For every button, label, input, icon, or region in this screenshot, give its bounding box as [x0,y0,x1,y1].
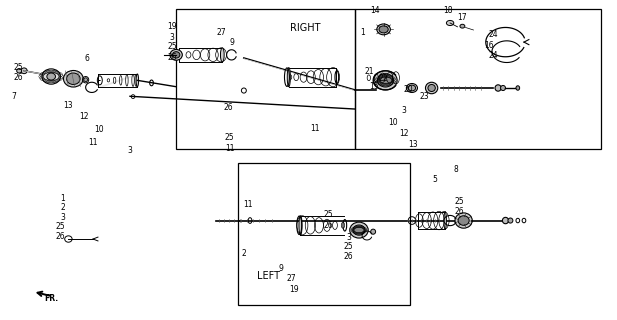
Text: 17: 17 [458,13,467,22]
Text: 9: 9 [278,264,283,274]
Text: 25: 25 [225,133,234,142]
Text: 26: 26 [455,207,464,216]
Text: 11: 11 [88,138,97,147]
Ellipse shape [64,70,83,87]
Text: FR.: FR. [44,294,58,303]
Text: 26: 26 [223,103,233,112]
Text: 15: 15 [370,82,379,91]
Ellipse shape [408,85,416,91]
Text: 26: 26 [56,232,65,241]
Ellipse shape [379,26,388,33]
Text: 19: 19 [167,22,176,31]
Text: RIGHT: RIGHT [290,23,321,33]
Text: 23: 23 [420,92,429,101]
Ellipse shape [377,24,391,35]
Bar [238,163,410,305]
Text: 13: 13 [408,140,418,148]
Text: 10: 10 [94,125,104,134]
Text: 26: 26 [13,73,23,82]
Text: 3: 3 [128,146,133,155]
Text: 9: 9 [229,38,234,47]
Text: 20: 20 [404,85,413,94]
Text: 26: 26 [167,53,176,62]
Text: 24: 24 [489,30,498,39]
Ellipse shape [458,216,469,225]
Text: 10: 10 [389,118,398,127]
Ellipse shape [508,218,513,223]
Text: 1: 1 [60,194,65,203]
Ellipse shape [371,229,376,234]
Ellipse shape [220,48,224,62]
Ellipse shape [84,78,88,82]
Text: 3: 3 [170,33,174,42]
Ellipse shape [172,52,180,58]
Text: 26: 26 [323,221,333,230]
Text: 7: 7 [12,92,17,101]
Text: 13: 13 [64,101,73,110]
Bar [176,9,355,149]
Ellipse shape [502,217,508,224]
Ellipse shape [17,68,22,73]
Ellipse shape [407,84,418,92]
Text: 2: 2 [241,250,246,259]
Text: 14: 14 [370,6,380,15]
Ellipse shape [47,73,56,80]
Text: 21: 21 [364,67,373,76]
Text: 1: 1 [360,28,365,37]
Text: 25: 25 [167,42,176,52]
Text: 12: 12 [79,113,89,122]
Ellipse shape [136,74,139,87]
Bar [355,9,601,149]
Text: 26: 26 [344,252,354,261]
Text: 16: 16 [484,41,494,51]
Text: 22: 22 [379,74,388,83]
Ellipse shape [42,69,60,84]
Text: 19: 19 [289,284,299,293]
Text: 8: 8 [454,165,458,174]
Ellipse shape [446,20,453,26]
Ellipse shape [288,68,291,87]
Ellipse shape [378,74,394,87]
Ellipse shape [428,84,436,92]
Text: 11: 11 [244,200,253,209]
Text: 11: 11 [310,124,320,132]
Text: 2: 2 [60,203,65,212]
Ellipse shape [495,85,501,91]
Text: 24: 24 [489,51,498,60]
Ellipse shape [21,68,27,74]
Text: 12: 12 [399,129,408,138]
Text: 6: 6 [85,53,89,62]
Ellipse shape [170,50,182,60]
Ellipse shape [444,212,446,229]
Text: 25: 25 [344,242,354,251]
Text: 25: 25 [56,222,65,231]
Text: 25: 25 [13,63,23,72]
Ellipse shape [455,213,472,228]
Ellipse shape [426,82,438,94]
Text: LEFT: LEFT [257,271,280,281]
Ellipse shape [460,24,465,28]
Text: 27: 27 [217,28,226,37]
Text: 18: 18 [444,6,453,15]
Text: 3: 3 [60,213,65,222]
Ellipse shape [350,222,368,238]
Ellipse shape [299,216,302,235]
Text: 25: 25 [323,210,333,219]
Ellipse shape [67,73,80,84]
Text: 25: 25 [455,197,464,206]
Text: 5: 5 [433,175,437,184]
Text: 3: 3 [402,106,407,115]
Ellipse shape [500,85,505,91]
Ellipse shape [374,71,397,90]
Ellipse shape [516,86,520,90]
Text: 27: 27 [286,274,296,283]
Ellipse shape [353,225,365,235]
Text: 11: 11 [225,144,234,153]
Text: 3: 3 [346,233,351,242]
